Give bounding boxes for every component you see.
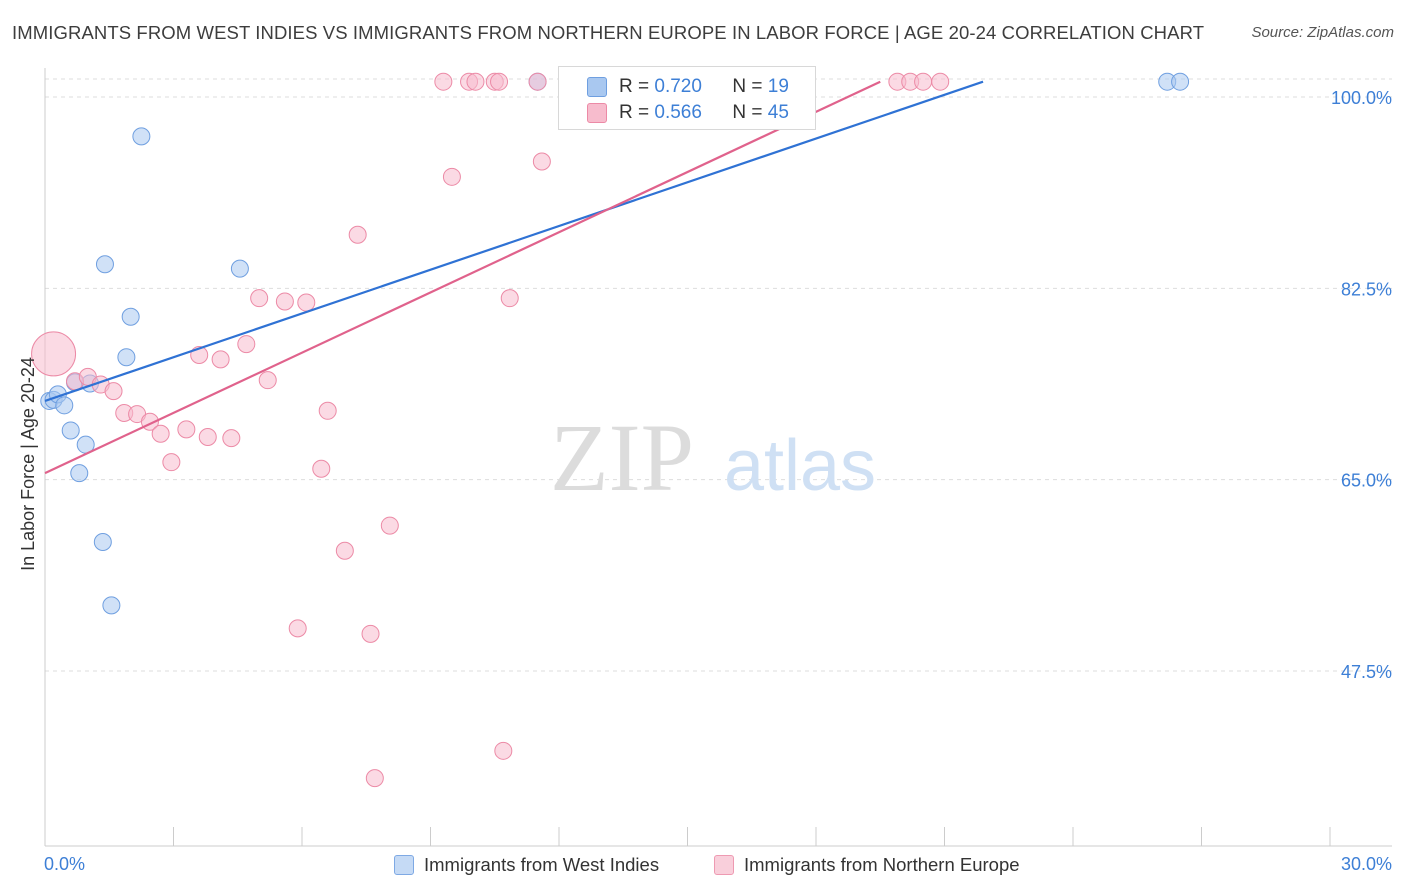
x-tick-label-min: 0.0%: [44, 854, 85, 874]
point-northern-europe: [380, 516, 399, 535]
point-northern-europe: [275, 292, 294, 311]
n-value: 19: [767, 76, 789, 97]
point-northern-europe: [365, 769, 384, 788]
point-west-indies: [70, 464, 89, 483]
trend-line-west-indies: [44, 80, 984, 402]
point-northern-europe: [258, 371, 277, 390]
watermark-atlas: atlas: [724, 426, 876, 506]
point-west-indies: [132, 127, 151, 146]
point-northern-europe: [914, 72, 933, 91]
point-northern-europe: [222, 429, 241, 448]
point-northern-europe: [532, 152, 551, 171]
point-northern-europe: [494, 741, 513, 760]
point-northern-europe: [162, 453, 181, 472]
point-northern-europe: [31, 331, 77, 377]
point-northern-europe: [442, 167, 461, 186]
point-northern-europe: [335, 541, 354, 560]
point-northern-europe: [198, 428, 217, 447]
stats-row-west-indies: R = 0.720 N = 19: [619, 74, 789, 100]
point-northern-europe: [297, 293, 316, 312]
axes: [44, 68, 1392, 847]
bottom-legend: Immigrants from West Indies Immigrants f…: [0, 852, 1406, 878]
legend-label-northern-europe: Immigrants from Northern Europe: [744, 854, 1020, 875]
point-west-indies: [61, 421, 80, 440]
trend-line-northern-europe: [44, 80, 881, 475]
point-northern-europe: [237, 335, 256, 354]
legend-label-west-indies: Immigrants from West Indies: [424, 854, 660, 875]
point-northern-europe: [490, 72, 509, 91]
n-value: 45: [767, 102, 789, 123]
r-label: R =: [619, 102, 650, 123]
watermark-zip: ZIP: [550, 404, 694, 511]
watermark: ZIP atlas: [550, 404, 876, 511]
stats-swatch-west-indies: [587, 77, 607, 97]
point-northern-europe: [318, 401, 337, 420]
point-northern-europe: [434, 72, 453, 91]
n-label: N =: [732, 76, 763, 97]
stats-legend: R = 0.720 N = 19 R = 0.566 N = 45: [558, 66, 816, 130]
point-northern-europe: [104, 382, 123, 401]
legend-swatch-west-indies: [394, 855, 414, 875]
point-northern-europe: [151, 424, 170, 443]
trend-lines: [44, 80, 984, 475]
y-tick-label: 82.5%: [1341, 279, 1392, 299]
legend-item-northern-europe[interactable]: Immigrants from Northern Europe: [714, 854, 1020, 876]
y-tick-label: 100.0%: [1331, 88, 1392, 108]
point-northern-europe: [288, 619, 307, 638]
point-west-indies: [102, 596, 121, 615]
point-west-indies: [117, 348, 136, 367]
r-label: R =: [619, 76, 650, 97]
point-west-indies: [93, 532, 112, 551]
point-northern-europe: [361, 624, 380, 643]
stats-row-northern-europe: R = 0.566 N = 45: [619, 100, 789, 126]
point-northern-europe: [931, 72, 950, 91]
point-northern-europe: [211, 350, 230, 369]
y-tick-label: 65.0%: [1341, 471, 1392, 491]
point-west-indies: [1171, 72, 1190, 91]
point-northern-europe: [177, 420, 196, 439]
point-west-indies: [55, 396, 74, 415]
tick-labels: 47.5% 65.0% 82.5% 100.0% 0.0% 30.0%: [44, 88, 1392, 874]
stats-swatch-northern-europe: [587, 103, 607, 123]
legend-item-west-indies[interactable]: Immigrants from West Indies: [394, 854, 659, 876]
gridlines: [45, 78, 1392, 672]
source-label: Source: ZipAtlas.com: [1251, 24, 1394, 41]
y-axis-label: In Labor Force | Age 20-24: [18, 357, 38, 571]
point-northern-europe: [466, 72, 485, 91]
point-northern-europe: [348, 225, 367, 244]
r-value: 0.720: [654, 76, 702, 97]
point-northern-europe: [500, 289, 519, 308]
point-west-indies: [230, 259, 249, 278]
chart-title: IMMIGRANTS FROM WEST INDIES VS IMMIGRANT…: [12, 22, 1205, 43]
y-tick-label: 47.5%: [1341, 662, 1392, 682]
n-label: N =: [732, 102, 763, 123]
point-west-indies: [121, 307, 140, 326]
legend-swatch-northern-europe: [714, 855, 734, 875]
point-northern-europe: [250, 289, 269, 308]
point-northern-europe: [312, 459, 331, 478]
point-northern-europe: [528, 72, 547, 91]
r-value: 0.566: [654, 102, 702, 123]
point-west-indies: [95, 255, 114, 274]
x-tick-label-max: 30.0%: [1341, 854, 1392, 874]
